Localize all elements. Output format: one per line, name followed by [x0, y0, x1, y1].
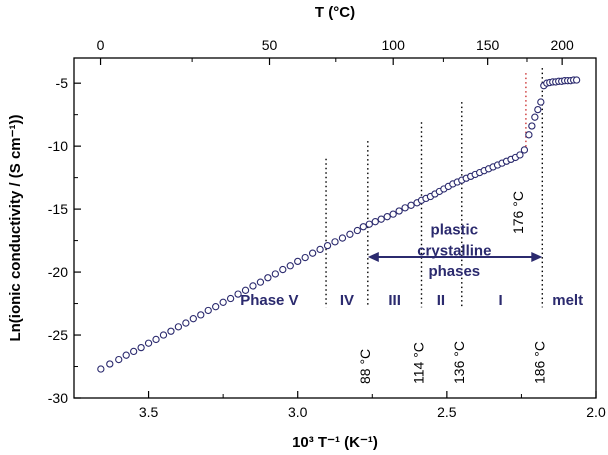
x-tick-label: 3.0 — [288, 404, 308, 420]
y-tick-label: -10 — [48, 138, 68, 154]
y-tick-label: -15 — [48, 201, 68, 217]
data-point — [152, 335, 160, 344]
bottom-axis-title: 10³ T⁻¹ (K⁻¹) — [292, 434, 378, 451]
data-point — [401, 204, 409, 212]
data-point — [234, 290, 242, 298]
data-point — [528, 122, 536, 130]
transition-temp-label: 88 °C — [357, 349, 373, 384]
data-point — [316, 245, 324, 254]
data-point — [159, 331, 168, 339]
data-point — [106, 360, 114, 368]
melt-onset-label: 176 °C — [510, 191, 526, 234]
data-point — [256, 278, 265, 286]
phase-label: melt — [552, 292, 583, 309]
x-tick-label: 3.5 — [139, 404, 159, 420]
data-point — [212, 303, 220, 311]
phase-label: III — [388, 292, 401, 309]
data-point — [130, 347, 138, 356]
data-point — [338, 234, 347, 242]
data-point — [331, 238, 339, 246]
data-point — [219, 298, 227, 306]
transition-lines: 88 °C 114 °C 136 °C 186 °C 176 °C — [325, 68, 547, 384]
data-point — [197, 311, 205, 319]
data-point — [516, 151, 524, 159]
plot-frame — [73, 57, 597, 399]
arrow-head-right — [531, 251, 543, 262]
data-point — [249, 282, 257, 290]
data-point — [301, 253, 309, 262]
phase-label: IV — [340, 292, 354, 309]
transition-temp-label: 114 °C — [411, 342, 427, 384]
data-point — [323, 241, 332, 250]
data-point — [271, 270, 279, 278]
data-point — [279, 265, 287, 274]
data-point — [137, 343, 145, 352]
x-tick-label: 2.5 — [437, 404, 457, 420]
data-point — [353, 226, 362, 235]
data-point — [407, 201, 415, 209]
y-tick-label: -20 — [48, 264, 68, 280]
data-point — [359, 223, 367, 231]
annotation-text-line: phases — [428, 263, 480, 280]
data-point — [264, 274, 272, 282]
data-point — [389, 210, 397, 218]
data-point — [534, 105, 542, 114]
data-point — [572, 76, 581, 84]
data-point — [395, 207, 403, 215]
transition-temp-label: 136 °C — [451, 341, 467, 384]
y-axis-label: Ln(ionic conductivity / (S cm⁻¹)) — [7, 114, 24, 341]
phase-label: II — [437, 292, 445, 309]
phase-label: Phase V — [240, 292, 298, 309]
data-point — [537, 98, 545, 106]
data-points — [97, 76, 581, 373]
data-point — [182, 319, 190, 327]
top-tick-label: 50 — [262, 37, 278, 53]
data-point — [346, 230, 354, 238]
x-tick-label: 2.0 — [586, 404, 606, 420]
top-axis-label: T (°C) — [315, 4, 355, 21]
plastic-phase-annotation: plastic crystalline phases — [367, 221, 543, 280]
axis-ticks: 3.5 3.0 2.5 2.0 -5 -10 -15 -20 -25 -30 0 50 100 150 20… — [48, 37, 606, 420]
data-point — [241, 286, 250, 294]
transition-temp-label: 186 °C — [531, 341, 547, 384]
data-point — [97, 365, 105, 373]
data-point — [226, 294, 235, 303]
data-point — [531, 113, 539, 121]
data-point — [377, 215, 385, 223]
phase-label: I — [498, 292, 502, 309]
data-point — [365, 220, 373, 228]
data-point — [525, 131, 533, 139]
annotation-text-line: crystalline — [417, 243, 491, 260]
data-point — [144, 339, 153, 347]
bottom-axis-label: 10³ T⁻¹ (K⁻¹) — [292, 434, 378, 451]
y-tick-label: -5 — [56, 75, 69, 91]
top-tick-label: 150 — [476, 37, 500, 53]
data-point — [371, 218, 379, 226]
data-point — [189, 315, 197, 323]
arrow-head-left — [367, 251, 379, 262]
top-tick-label: 0 — [97, 37, 105, 53]
data-point — [520, 146, 529, 154]
top-tick-label: 100 — [382, 37, 406, 53]
y-tick-label: -30 — [48, 390, 68, 406]
left-axis-title: Ln(ionic conductivity / (S cm⁻¹)) — [7, 114, 24, 341]
data-point — [115, 355, 123, 364]
data-point — [174, 323, 183, 331]
annotation-text-line: plastic — [431, 221, 479, 238]
data-point — [204, 306, 212, 315]
data-point — [286, 262, 294, 270]
data-point — [122, 351, 130, 359]
data-point — [167, 327, 175, 335]
data-point — [294, 257, 302, 266]
y-tick-label: -25 — [48, 327, 68, 343]
data-point — [383, 213, 391, 221]
data-point — [308, 249, 317, 257]
top-tick-label: 200 — [550, 37, 574, 53]
top-axis-title: T (°C) — [315, 4, 355, 21]
